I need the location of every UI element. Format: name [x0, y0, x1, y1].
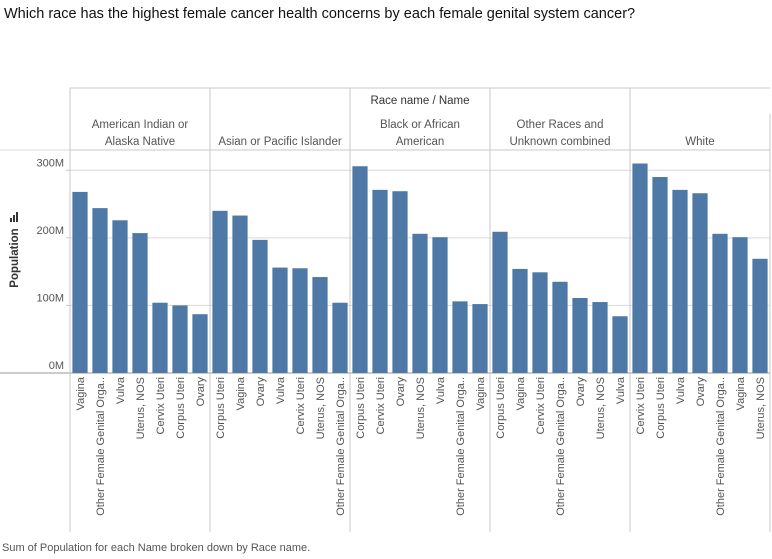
bar — [752, 258, 768, 373]
chart-caption: Sum of Population for each Name broken d… — [2, 542, 311, 554]
x-tick-label: Uterus, NOS — [415, 377, 427, 439]
bar — [492, 231, 508, 373]
sort-icon — [10, 218, 12, 222]
bar — [352, 166, 368, 373]
panel-name-2: Black or African — [380, 119, 460, 131]
x-tick-label: Other Female Genital Orga.. — [335, 377, 347, 516]
bar — [432, 237, 448, 373]
x-tick-label: Ovary — [575, 377, 587, 407]
y-tick-label: 0M — [49, 360, 64, 372]
panel-name-0: American Indian or — [92, 119, 189, 131]
x-tick-label: Cervix Uteri — [155, 377, 167, 434]
bar — [112, 220, 128, 373]
bar — [732, 237, 748, 373]
bar — [312, 277, 328, 373]
bar — [632, 163, 648, 373]
x-tick-label: Other Female Genital Orga.. — [715, 377, 727, 516]
x-tick-label: Vulva — [435, 376, 447, 404]
bar — [532, 272, 548, 373]
bar — [572, 297, 588, 373]
bar — [372, 189, 388, 373]
x-tick-label: Vagina — [735, 376, 747, 410]
panel-name-3: Other Races and — [517, 119, 604, 131]
x-tick-label: Other Female Genital Orga.. — [95, 377, 107, 516]
x-tick-label: Corpus Uteri — [495, 377, 507, 439]
x-tick-label: Uterus, NOS — [595, 377, 607, 439]
x-tick-label: Other Female Genital Orga.. — [555, 377, 567, 516]
panel-name-1: Asian or Pacific Islander — [218, 136, 342, 148]
bar — [552, 281, 568, 373]
sort-icon — [13, 215, 15, 222]
bar — [72, 191, 88, 373]
bar — [452, 301, 468, 373]
x-tick-label: Vagina — [75, 376, 87, 410]
x-tick-label: Corpus Uteri — [175, 377, 187, 439]
sort-icon — [16, 212, 18, 222]
x-tick-label: Corpus Uteri — [355, 377, 367, 439]
x-tick-label: Uterus, NOS — [135, 377, 147, 439]
x-tick-label: Vulva — [675, 376, 687, 404]
y-tick-label: 100M — [36, 292, 64, 304]
bar — [332, 302, 348, 373]
bar — [292, 268, 308, 373]
bar — [672, 189, 688, 373]
x-tick-label: Cervix Uteri — [535, 377, 547, 434]
panel-name-4: White — [685, 136, 714, 148]
x-tick-label: Corpus Uteri — [215, 377, 227, 439]
bar — [92, 208, 108, 373]
y-tick-label: 300M — [36, 157, 64, 169]
bar — [172, 305, 188, 373]
x-tick-label: Vulva — [275, 376, 287, 404]
bar — [592, 302, 608, 373]
x-tick-label: Vagina — [475, 376, 487, 410]
x-tick-label: Corpus Uteri — [655, 377, 667, 439]
x-tick-label: Ovary — [695, 377, 707, 407]
bar — [272, 267, 288, 373]
bar — [692, 193, 708, 373]
x-tick-label: Vulva — [115, 376, 127, 404]
bar — [252, 239, 268, 373]
bar — [512, 268, 528, 373]
panel-name-3: Unknown combined — [509, 136, 610, 148]
x-tick-label: Cervix Uteri — [375, 377, 387, 434]
bar — [232, 215, 248, 373]
y-tick-label: 200M — [36, 225, 64, 237]
bar — [472, 304, 488, 373]
bar — [652, 177, 668, 373]
bar — [212, 210, 228, 373]
chart-question-title: Which race has the highest female cancer… — [4, 6, 636, 22]
x-tick-label: Uterus, NOS — [315, 377, 327, 439]
bar — [192, 314, 208, 373]
x-tick-label: Vulva — [615, 376, 627, 404]
y-axis-title: Population — [9, 228, 21, 287]
x-tick-label: Cervix Uteri — [635, 377, 647, 434]
bar — [612, 316, 628, 373]
panel-name-2: American — [396, 136, 445, 148]
x-tick-label: Ovary — [195, 377, 207, 407]
bar — [412, 233, 428, 373]
x-tick-label: Uterus, NOS — [755, 377, 767, 439]
panel-name-0: Alaska Native — [105, 136, 175, 148]
x-tick-label: Ovary — [395, 377, 407, 407]
x-tick-label: Vagina — [515, 376, 527, 410]
x-tick-label: Cervix Uteri — [295, 377, 307, 434]
x-tick-label: Other Female Genital Orga.. — [455, 377, 467, 516]
bar — [392, 191, 408, 373]
bar — [152, 302, 168, 373]
x-tick-label: Ovary — [255, 377, 267, 407]
header-label: Race name / Name — [370, 95, 469, 107]
x-tick-label: Vagina — [235, 376, 247, 410]
bar — [132, 233, 148, 373]
bar — [712, 233, 728, 373]
